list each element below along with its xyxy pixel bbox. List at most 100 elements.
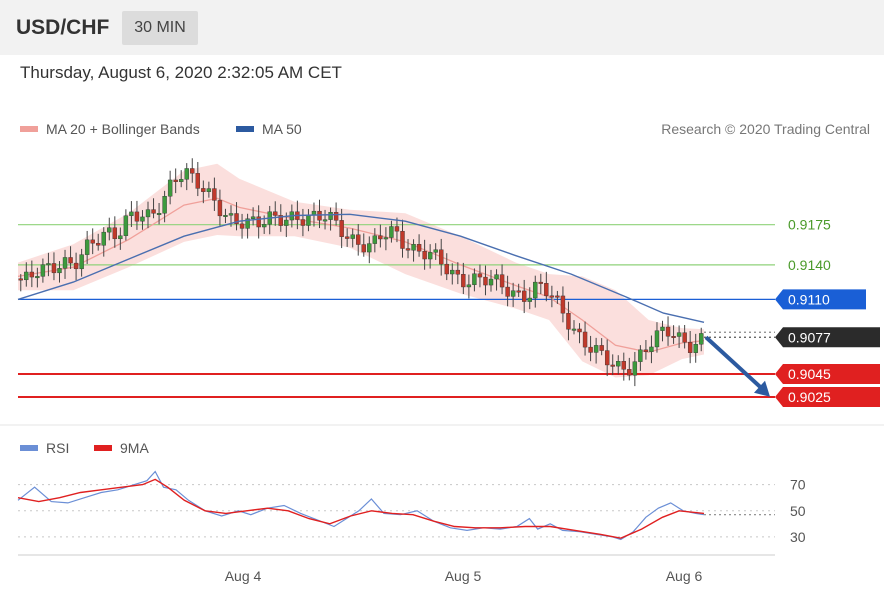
candle-body <box>145 209 151 218</box>
candle-body <box>649 346 654 352</box>
time-axis-label: Aug 6 <box>666 568 703 584</box>
candle-body <box>273 211 278 216</box>
legend-rsi-ma-label: 9MA <box>120 440 149 456</box>
time-axis-label: Aug 5 <box>445 568 482 584</box>
candle-body <box>322 219 328 222</box>
candle-body <box>84 239 90 255</box>
legend-ma50-label: MA 50 <box>262 121 302 137</box>
candle-body <box>466 284 472 288</box>
candle-body <box>699 333 704 345</box>
candle-body <box>610 364 615 367</box>
candle-body <box>217 200 223 217</box>
ma20-line <box>17 197 705 353</box>
legend-ma50-swatch <box>236 126 254 132</box>
candle-body <box>173 179 178 182</box>
candle-body <box>367 243 372 253</box>
candle-body <box>129 211 134 216</box>
candle-body <box>472 273 477 285</box>
candle-body <box>190 168 195 174</box>
candle-body <box>234 213 239 225</box>
candle-body <box>184 168 189 180</box>
candle-body <box>372 235 378 244</box>
support-1-tag <box>775 364 880 385</box>
candle-body <box>638 349 643 362</box>
candle-body <box>643 349 649 352</box>
candle-body <box>444 263 449 275</box>
candle-body <box>455 269 461 275</box>
candle-body <box>632 361 638 376</box>
legend-rsi-ma-swatch <box>94 445 112 451</box>
candle-body <box>510 290 516 297</box>
candle-body <box>112 227 118 240</box>
candle-body <box>378 235 383 240</box>
candle-body <box>461 274 466 288</box>
rsi-tick-label: 30 <box>790 529 806 545</box>
candle-body <box>660 326 665 331</box>
candle-body <box>151 209 156 214</box>
candle-body <box>555 295 560 298</box>
legend-rsi: RSI <box>20 440 69 456</box>
legend-ma20-swatch <box>20 126 38 132</box>
candle-body <box>250 216 256 219</box>
legend-ma20-label: MA 20 + Bollinger Bands <box>46 121 200 137</box>
candle-body <box>179 179 184 182</box>
candle-body <box>18 278 23 281</box>
resistance-1-label: 0.9175 <box>788 217 831 233</box>
candle-body <box>505 286 510 297</box>
candle-body <box>450 269 455 275</box>
price-pane: 0.9175 0.9140 0.9110 0.9077 0.9045 0.9025 <box>0 158 884 426</box>
candle-body <box>682 332 687 343</box>
candle-body <box>90 239 95 244</box>
rsi-pane: 70 50 30 <box>17 470 806 545</box>
candle-body <box>571 328 577 331</box>
forecast-arrow-shaft <box>704 335 762 389</box>
candle-body <box>427 252 433 260</box>
legend-rsi-ma: 9MA <box>94 440 149 456</box>
bollinger-band <box>18 163 704 378</box>
pivot-label: 0.9110 <box>788 291 830 307</box>
candle-body <box>549 295 555 298</box>
candle-body <box>405 248 411 251</box>
candle-body <box>206 188 212 192</box>
forecast-arrow-head <box>754 380 770 397</box>
current-price-label: 0.9077 <box>788 329 831 345</box>
candle-body <box>477 273 483 278</box>
rsi-ma-line <box>17 478 705 539</box>
candle-body <box>62 257 68 269</box>
time-axis: Aug 4 Aug 5 Aug 6 <box>18 554 775 584</box>
candle-body <box>416 244 422 252</box>
candle-body <box>57 268 62 274</box>
candle-body <box>533 281 538 299</box>
candle-body <box>356 234 361 245</box>
candle-body <box>245 218 250 229</box>
candle-body <box>394 226 400 232</box>
candle-body <box>566 312 571 330</box>
candle-body <box>284 219 289 226</box>
candle-body <box>494 274 499 280</box>
legend-ma20: MA 20 + Bollinger Bands <box>20 121 200 137</box>
legend-ma50: MA 50 <box>236 121 302 137</box>
candle-body <box>123 215 129 236</box>
candle-body <box>29 271 35 278</box>
candle-body <box>654 330 660 348</box>
candle-body <box>604 350 610 366</box>
candle-body <box>522 290 527 302</box>
candle-body <box>593 345 599 353</box>
support-1-label: 0.9045 <box>788 366 831 382</box>
candle-body <box>499 274 505 288</box>
candle-body <box>35 276 40 279</box>
candle-body <box>201 188 206 192</box>
interval-button[interactable]: 30 MIN <box>122 11 198 45</box>
time-axis-label: Aug 4 <box>225 568 262 584</box>
candle-body <box>40 264 46 277</box>
candle-body <box>328 212 333 220</box>
resistance-2-label: 0.9140 <box>788 257 831 273</box>
candle-body <box>544 283 549 296</box>
candle-body <box>51 263 57 274</box>
rsi-tick-label: 50 <box>790 503 806 519</box>
candle-body <box>439 249 444 265</box>
candle-body <box>527 297 532 302</box>
legend-rsi-swatch <box>20 445 38 451</box>
candle-body <box>344 236 350 239</box>
